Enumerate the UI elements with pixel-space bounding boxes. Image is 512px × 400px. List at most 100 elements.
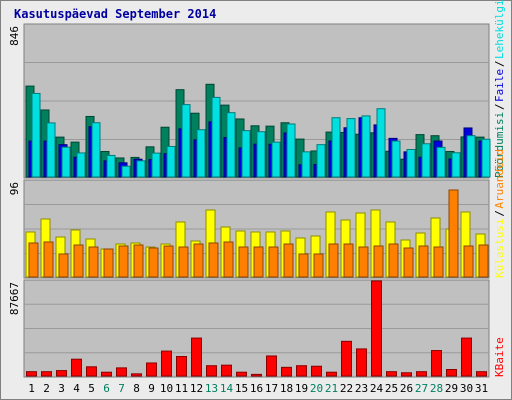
- bar-lehekülgi-day-26: [406, 149, 416, 178]
- bar-kbaite-day-16: [251, 373, 262, 377]
- legend-aruandeid: Aruandeid: [493, 149, 506, 209]
- x-tick-day-22: 22: [340, 382, 353, 395]
- bar-kbaite-day-6: [101, 371, 112, 377]
- x-tick-day-30: 30: [460, 382, 473, 395]
- x-tick-day-5: 5: [88, 382, 95, 395]
- bar-aruandeid-day-17: [268, 246, 279, 278]
- bar-lehekülgi-day-17: [271, 141, 281, 178]
- bar-kbaite-day-12: [191, 337, 202, 377]
- bar-kbaite-day-15: [236, 371, 247, 377]
- bar-aruandeid-day-30: [463, 245, 474, 278]
- bar-lehekülgi-day-4: [76, 152, 86, 178]
- bar-aruandeid-day-28: [433, 246, 444, 278]
- bar-kbaite-day-8: [131, 373, 142, 377]
- bar-aruandeid-day-1: [28, 242, 39, 278]
- x-tick-day-27: 27: [415, 382, 428, 395]
- bar-aruandeid-day-13: [208, 242, 219, 278]
- legend-separator: /: [493, 103, 506, 110]
- bar-lehekülgi-day-24: [376, 108, 386, 178]
- x-tick-day-7: 7: [118, 382, 125, 395]
- bar-lehekülgi-day-14: [226, 112, 236, 178]
- bar-kbaite-day-23: [356, 348, 367, 377]
- bar-aruandeid-day-19: [298, 253, 309, 278]
- bar-kbaite-day-17: [266, 355, 277, 377]
- x-tick-day-23: 23: [355, 382, 368, 395]
- bar-aruandeid-day-18: [283, 243, 294, 278]
- x-tick-day-10: 10: [160, 382, 173, 395]
- bar-lehekülgi-day-15: [241, 130, 251, 178]
- bar-aruandeid-day-4: [73, 244, 84, 278]
- bar-lehekülgi-day-1: [31, 92, 41, 178]
- x-tick-day-19: 19: [295, 382, 308, 395]
- bar-aruandeid-day-2: [43, 241, 54, 278]
- x-tick-day-4: 4: [73, 382, 80, 395]
- bar-kbaite-day-11: [176, 355, 187, 377]
- bar-kbaite-day-1: [26, 371, 37, 377]
- bar-kbaite-day-3: [56, 370, 67, 377]
- bar-kbaite-day-9: [146, 362, 157, 377]
- legend-separator: /: [493, 210, 506, 217]
- bar-lehekülgi-day-7: [121, 165, 131, 178]
- x-tick-day-13: 13: [205, 382, 218, 395]
- bar-lehekülgi-day-29: [451, 152, 461, 178]
- x-tick-day-17: 17: [265, 382, 278, 395]
- bar-lehekülgi-day-13: [211, 96, 221, 178]
- legend-faile: Faile: [493, 69, 506, 102]
- bar-kbaite-day-20: [311, 365, 322, 377]
- bar-aruandeid-day-8: [133, 244, 144, 278]
- bar-aruandeid-day-26: [403, 247, 414, 278]
- x-tick-day-16: 16: [250, 382, 263, 395]
- bar-aruandeid-day-22: [343, 243, 354, 278]
- bar-aruandeid-day-31: [478, 244, 489, 278]
- bar-aruandeid-day-27: [418, 245, 429, 278]
- x-tick-day-2: 2: [43, 382, 50, 395]
- bar-lehekülgi-day-10: [166, 145, 176, 178]
- x-tick-day-20: 20: [310, 382, 323, 395]
- bar-aruandeid-day-24: [373, 245, 384, 278]
- x-tick-day-26: 26: [400, 382, 413, 395]
- bar-aruandeid-day-6: [103, 248, 114, 278]
- x-tick-day-3: 3: [58, 382, 65, 395]
- bar-kbaite-day-7: [116, 367, 127, 377]
- bar-aruandeid-day-29: [448, 189, 459, 278]
- bar-kbaite-day-29: [446, 368, 457, 377]
- bar-lehekülgi-day-3: [61, 146, 71, 178]
- bar-lehekülgi-day-30: [466, 135, 476, 178]
- bar-kbaite-day-2: [41, 371, 52, 377]
- bar-aruandeid-day-3: [58, 253, 69, 278]
- x-tick-day-25: 25: [385, 382, 398, 395]
- panel-3-ymax-label: 87667: [8, 282, 21, 315]
- bar-kbaite-day-5: [86, 366, 97, 377]
- bar-lehekülgi-day-12: [196, 129, 206, 178]
- x-tick-day-14: 14: [220, 382, 234, 395]
- bar-kbaite-day-19: [296, 365, 307, 377]
- legend-kbaite: KBaite: [493, 337, 506, 377]
- legend-pöördumisi: Pöördumisi: [493, 112, 506, 178]
- chart-title: Kasutuspäevad September 2014: [14, 7, 216, 21]
- legend-külastusi: Külastusi: [493, 218, 506, 278]
- bar-kbaite-day-21: [326, 371, 337, 377]
- x-tick-day-9: 9: [148, 382, 155, 395]
- bar-lehekülgi-day-31: [481, 138, 491, 178]
- bar-kbaite-day-13: [206, 365, 217, 377]
- x-tick-day-12: 12: [190, 382, 203, 395]
- x-tick-day-31: 31: [475, 382, 488, 395]
- panel-1-ymax-label: 846: [8, 26, 21, 46]
- bar-aruandeid-day-23: [358, 246, 369, 278]
- x-tick-day-1: 1: [28, 382, 35, 395]
- bar-lehekülgi-day-2: [46, 122, 56, 178]
- bar-aruandeid-day-15: [238, 246, 249, 278]
- x-tick-day-21: 21: [325, 382, 338, 395]
- bar-aruandeid-day-5: [88, 246, 99, 278]
- bar-kbaite-day-10: [161, 350, 172, 377]
- x-tick-day-18: 18: [280, 382, 293, 395]
- bar-aruandeid-day-9: [148, 247, 159, 278]
- bar-aruandeid-day-14: [223, 241, 234, 278]
- bar-kbaite-day-31: [476, 371, 487, 377]
- bar-aruandeid-day-11: [178, 246, 189, 278]
- bar-aruandeid-day-7: [118, 245, 129, 278]
- bar-lehekülgi-day-22: [346, 118, 356, 178]
- x-tick-day-8: 8: [133, 382, 140, 395]
- bar-aruandeid-day-10: [163, 245, 174, 278]
